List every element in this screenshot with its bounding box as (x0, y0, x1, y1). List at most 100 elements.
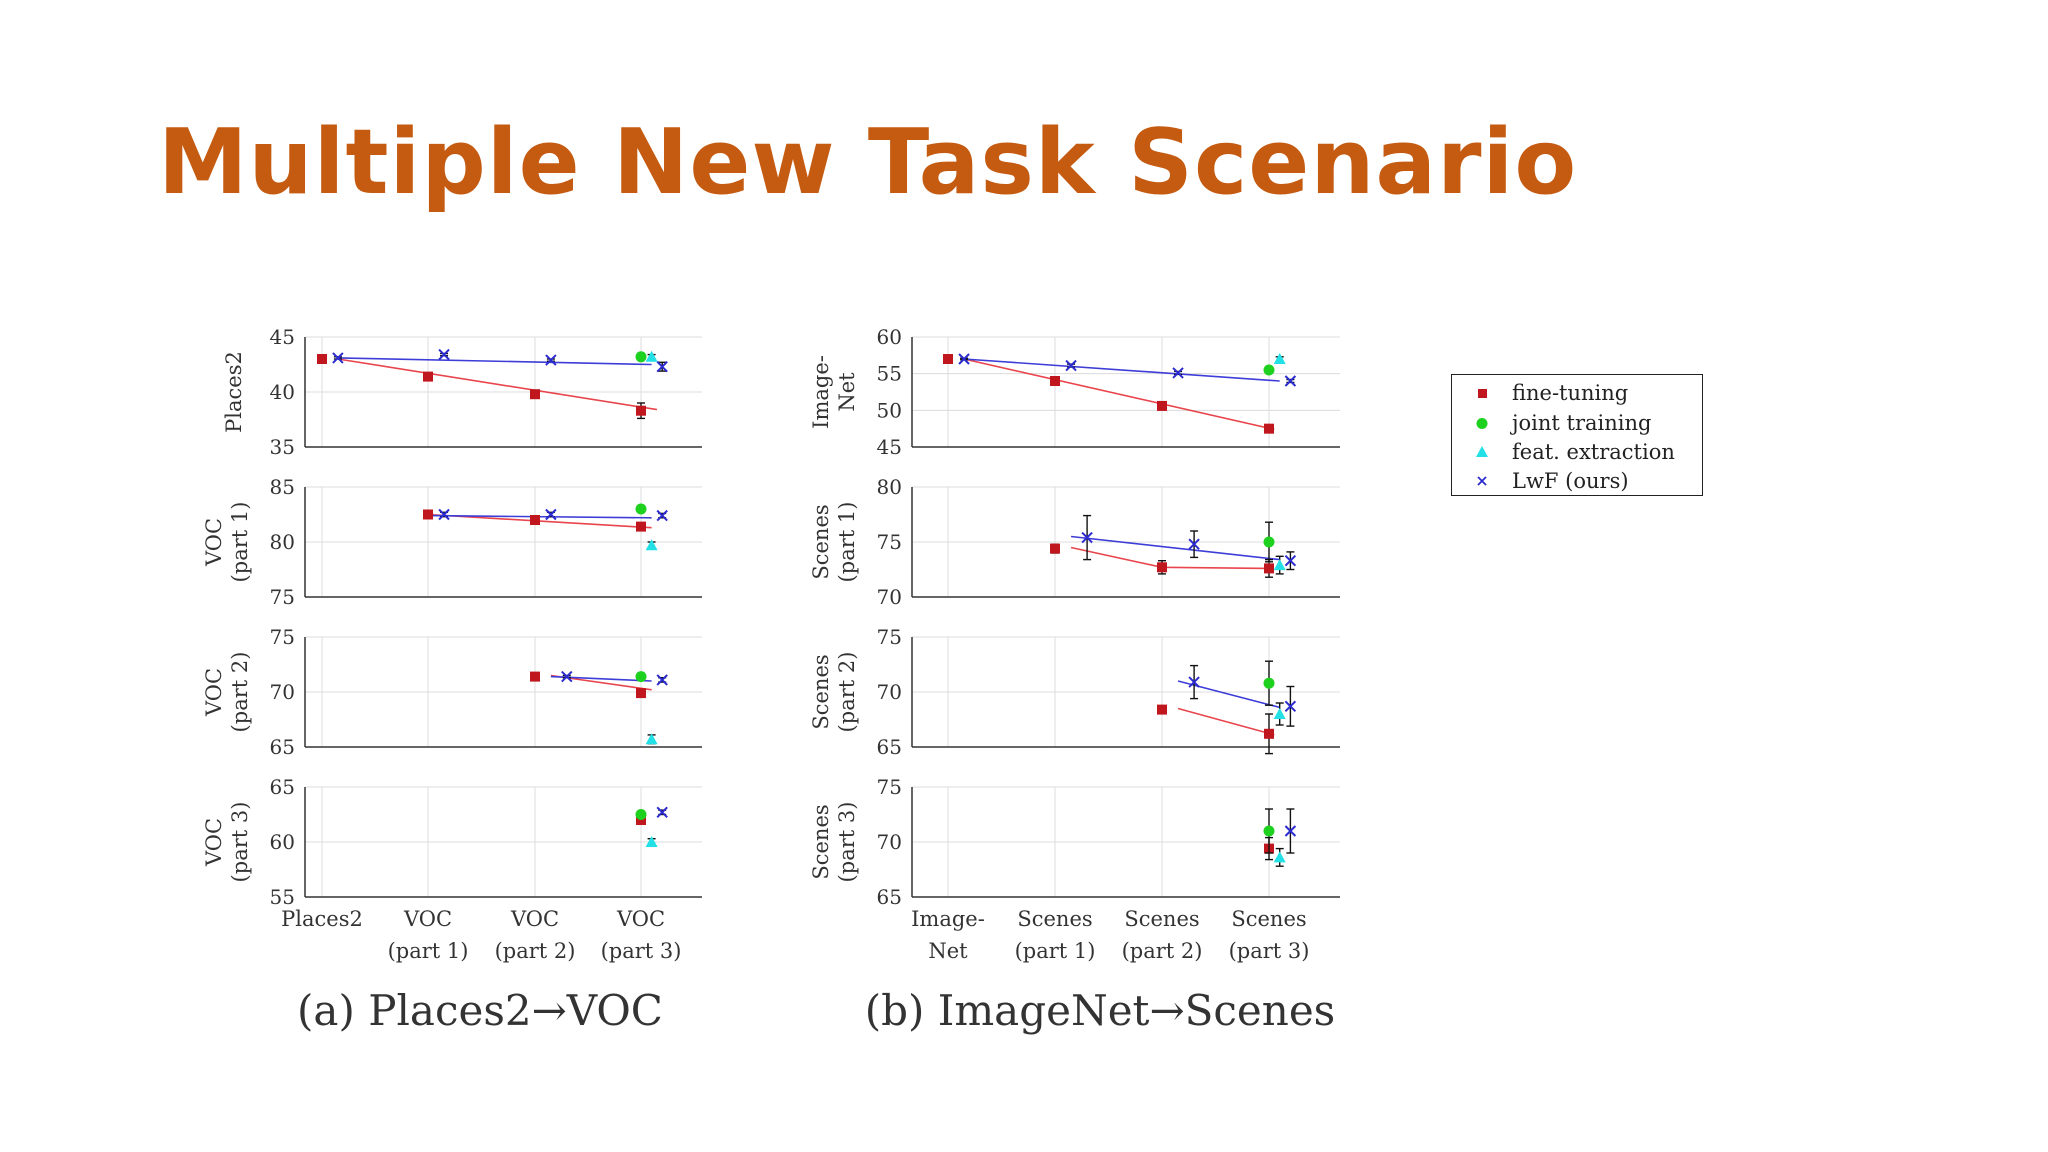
x-tick-label-line: Scenes (1231, 907, 1306, 931)
feat-extraction-marker (645, 539, 658, 551)
x-tick-label-line: (part 1) (388, 939, 469, 963)
fine-tuning-marker (1264, 423, 1274, 434)
y-tick-label: 65 (877, 885, 902, 909)
lwf-trend-line (1070, 535, 1280, 561)
fine-tuning-trend-line (1070, 546, 1270, 570)
joint-training-marker (635, 671, 647, 683)
y-axis-label-line: (part 3) (835, 802, 859, 883)
fine-tuning-marker (1050, 376, 1060, 386)
fine-tuning-trend-line (1177, 707, 1275, 736)
y-tick-label: 50 (877, 398, 902, 422)
slide-title: Multiple New Task Scenario (158, 110, 1578, 215)
fine-tuning-marker (636, 521, 646, 532)
y-axis-label-line: Net (835, 372, 859, 412)
chart-panel: 70 75 80 Scenes(part 1) (809, 475, 1340, 609)
subfigure-caption: (a) Places2→VOC (297, 986, 663, 1035)
y-axis-label: VOC(part 2) (202, 652, 252, 733)
legend-label: LwF (ours) (1512, 469, 1629, 493)
y-tick-label: 75 (877, 775, 902, 799)
x-tick-label: Scenes (part 2) (1122, 907, 1203, 963)
chart-panel: 65 70 75 Scenes(part 2) (809, 625, 1340, 759)
y-tick-label: 60 (877, 325, 902, 349)
fine-tuning-marker (1157, 400, 1167, 411)
chart-panel: 65 70 75 Scenes(part 3) (809, 775, 1340, 909)
fine-tuning-marker (423, 509, 433, 520)
y-axis-label-line: Image- (809, 355, 833, 429)
fine-tuning-marker (530, 515, 540, 525)
y-tick-label: 65 (270, 735, 295, 759)
joint-training-marker (1263, 536, 1275, 548)
lwf-marker (1284, 700, 1297, 713)
y-axis-label: Scenes(part 1) (809, 502, 859, 583)
fine-tuning-marker (1050, 543, 1060, 554)
y-tick-label: 65 (270, 775, 295, 799)
lwf-marker (1081, 531, 1093, 544)
lwf-marker (1188, 538, 1200, 550)
circle-marker-icon (1476, 418, 1488, 429)
feat-extraction-marker (1273, 353, 1286, 364)
x-tick-label-line: Image- (911, 907, 985, 931)
y-tick-label: 75 (270, 585, 295, 609)
y-tick-label: 70 (877, 680, 902, 704)
y-tick-label: 85 (270, 475, 295, 499)
y-tick-label: 45 (877, 435, 902, 459)
chart-panel: 75 80 85 VOC(part 1) (202, 475, 702, 609)
fine-tuning-marker (1157, 704, 1167, 715)
y-tick-label: 75 (877, 625, 902, 649)
feat-extraction-marker (1273, 559, 1286, 571)
y-tick-label: 80 (877, 475, 902, 499)
lwf-marker (656, 806, 668, 819)
lwf-marker (1172, 367, 1184, 379)
fine-tuning-marker (317, 354, 327, 364)
x-tick-label: VOC (part 3) (601, 907, 682, 963)
lwf-marker (1284, 825, 1297, 837)
square-marker-icon (1478, 389, 1487, 398)
lwf-marker (438, 348, 450, 361)
lwf-marker (656, 674, 668, 686)
x-tick-label-line: Scenes (1017, 907, 1092, 931)
fine-tuning-marker (636, 688, 646, 699)
x-tick-label-line: (part 2) (1122, 939, 1203, 963)
lwf-marker (1284, 375, 1297, 387)
y-axis-label: Image-Net (809, 355, 859, 429)
y-axis-label: VOC(part 1) (202, 502, 252, 583)
legend-item-joint-training: joint training (1452, 408, 1651, 438)
legend-label: feat. extraction (1512, 440, 1675, 464)
fine-tuning-marker (1264, 728, 1274, 739)
chart-panel: 55 60 65 VOC(part 3) (202, 775, 702, 909)
chart-panel: 45 50 55 60 Image-Net (809, 325, 1340, 459)
y-axis-label: VOC(part 3) (202, 802, 252, 883)
feat-extraction-marker (1273, 708, 1286, 719)
lwf-marker (1065, 359, 1077, 372)
joint-training-marker (635, 503, 647, 515)
lwf-marker (1188, 676, 1200, 688)
joint-training-marker (1263, 825, 1275, 837)
x-tick-label-line: Net (928, 939, 968, 963)
lwf-marker (1284, 554, 1297, 567)
chart-legend: fine-tuning joint training feat. extract… (1451, 374, 1703, 496)
x-marker-icon (1477, 476, 1487, 486)
x-tick-label-line: (part 1) (1015, 939, 1096, 963)
y-axis-label: Places2 (222, 351, 246, 433)
y-axis-label-line: Scenes (809, 504, 833, 579)
y-axis-label-line: VOC (202, 818, 226, 867)
x-tick-label-line: Places2 (281, 907, 363, 931)
x-tick-label-line: (part 3) (601, 939, 682, 963)
legend-item-lwf: LwF (ours) (1452, 466, 1629, 496)
fine-tuning-trend-line (963, 358, 1275, 431)
x-tick-label: VOC (part 1) (388, 907, 469, 963)
y-axis-label-line: Places2 (222, 351, 246, 433)
legend-item-fine-tuning: fine-tuning (1452, 378, 1628, 408)
subfigure-caption: (b) ImageNet→Scenes (865, 986, 1336, 1035)
feat-extraction-marker (645, 350, 658, 362)
fine-tuning-marker (1264, 563, 1274, 574)
lwf-marker (656, 360, 668, 373)
x-tick-label-line: VOC (403, 907, 452, 931)
x-tick-label: VOC (part 2) (495, 907, 576, 963)
lwf-marker (438, 508, 450, 521)
y-axis-label-line: Scenes (809, 654, 833, 729)
joint-training-marker (1263, 677, 1275, 689)
